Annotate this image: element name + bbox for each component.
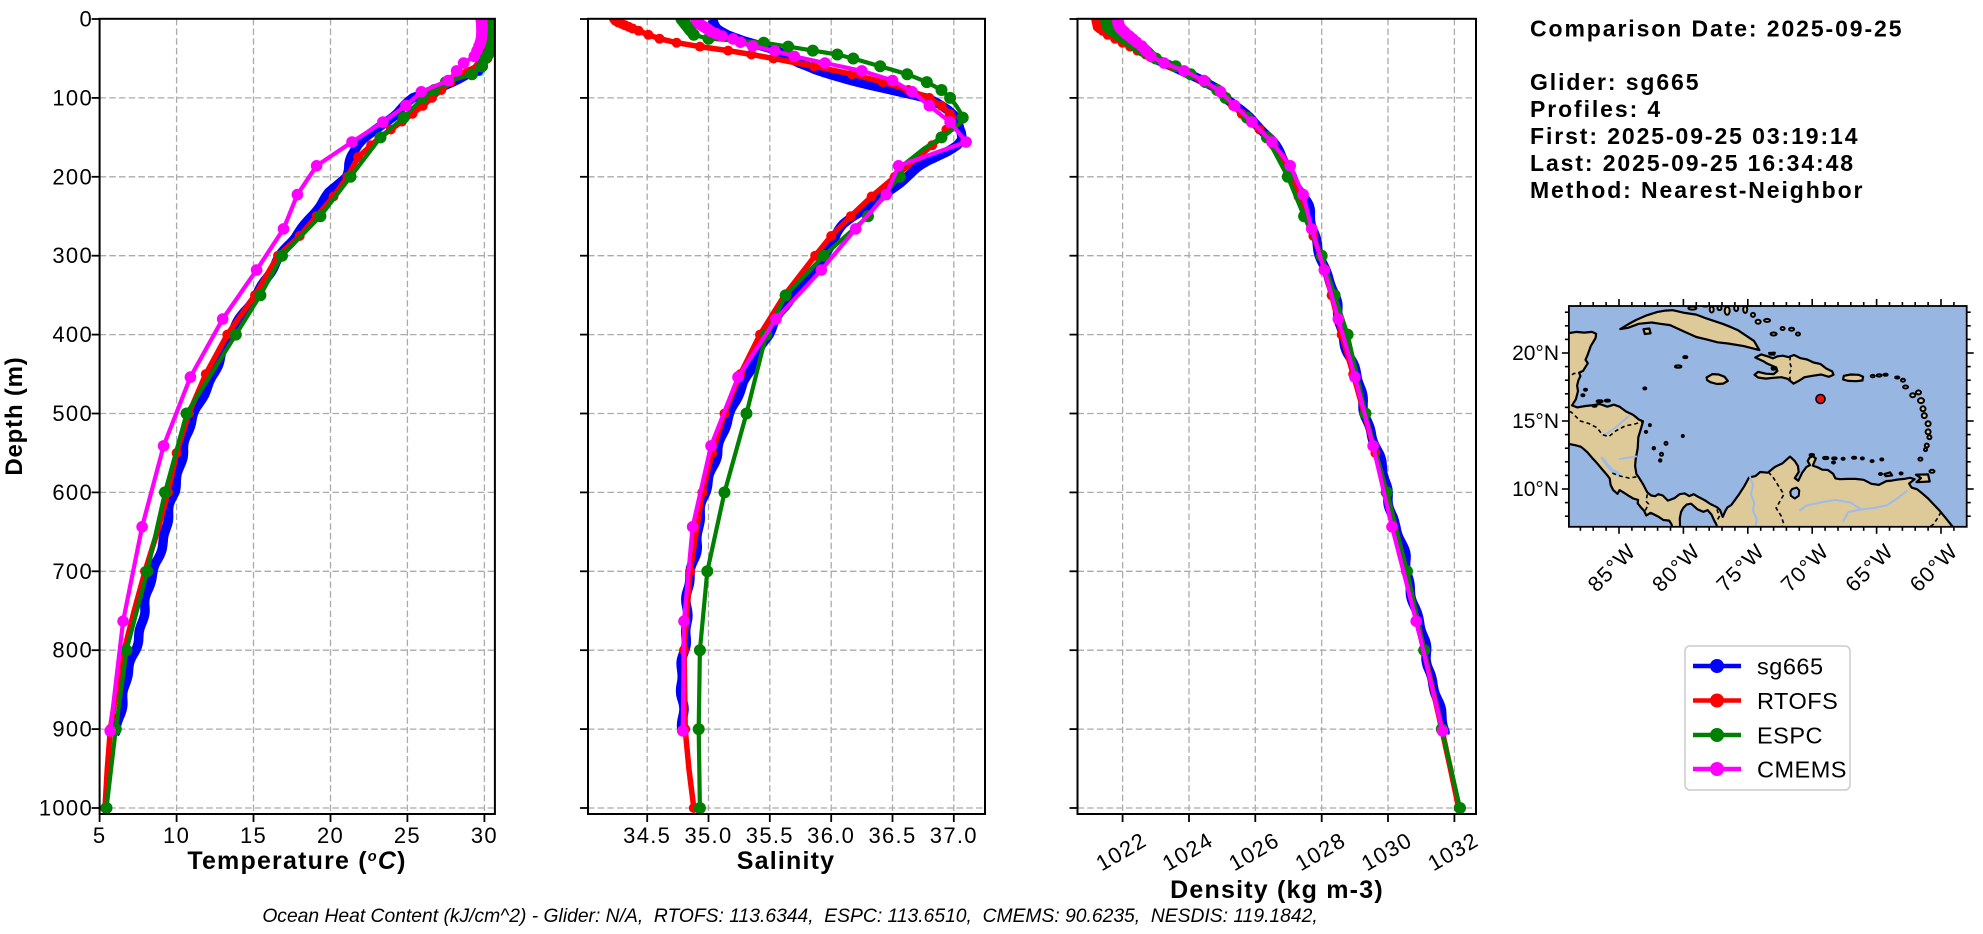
svg-text:35.0: 35.0	[684, 823, 732, 848]
svg-text:0: 0	[79, 7, 93, 32]
svg-text:Comparison Date: 2025-09-25: Comparison Date: 2025-09-25	[1530, 16, 1903, 42]
svg-text:600: 600	[52, 480, 93, 505]
svg-text:700: 700	[52, 559, 93, 584]
svg-text:sg665: sg665	[1757, 654, 1824, 680]
svg-text:25: 25	[394, 823, 421, 848]
svg-text:10°N: 10°N	[1512, 478, 1559, 501]
svg-text:Profiles: 4: Profiles: 4	[1530, 96, 1662, 122]
svg-text:20: 20	[317, 823, 344, 848]
svg-text:Depth (m): Depth (m)	[1, 356, 28, 475]
svg-text:15°N: 15°N	[1512, 410, 1559, 433]
svg-text:Density (kg m-3): Density (kg m-3)	[1170, 876, 1384, 904]
svg-text:RTOFS: RTOFS	[1757, 688, 1838, 714]
svg-text:20°N: 20°N	[1512, 342, 1559, 365]
svg-text:10: 10	[163, 823, 190, 848]
svg-text:35.5: 35.5	[746, 823, 794, 848]
svg-text:CMEMS: CMEMS	[1757, 757, 1847, 783]
svg-text:Glider: sg665: Glider: sg665	[1530, 69, 1700, 95]
svg-text:30: 30	[471, 823, 498, 848]
svg-text:200: 200	[52, 164, 93, 189]
svg-text:100: 100	[52, 85, 93, 110]
svg-text:300: 300	[52, 243, 93, 268]
svg-text:800: 800	[52, 638, 93, 663]
svg-text:Method: Nearest-Neighbor: Method: Nearest-Neighbor	[1530, 177, 1864, 203]
svg-text:Ocean Heat Content (kJ/cm^2) -: Ocean Heat Content (kJ/cm^2) - Glider: N…	[262, 906, 1317, 927]
svg-text:ESPC: ESPC	[1757, 723, 1823, 749]
svg-text:Salinity: Salinity	[737, 847, 836, 875]
svg-text:37.0: 37.0	[930, 823, 978, 848]
svg-text:First: 2025-09-25 03:19:14: First: 2025-09-25 03:19:14	[1530, 123, 1859, 149]
svg-text:34.5: 34.5	[623, 823, 671, 848]
svg-text:400: 400	[52, 322, 93, 347]
svg-text:Last: 2025-09-25 16:34:48: Last: 2025-09-25 16:34:48	[1530, 150, 1855, 176]
svg-text:1000: 1000	[39, 796, 93, 821]
svg-text:15: 15	[240, 823, 267, 848]
svg-text:5: 5	[93, 823, 107, 848]
svg-text:900: 900	[52, 717, 93, 742]
svg-text:36.5: 36.5	[868, 823, 916, 848]
svg-text:500: 500	[52, 401, 93, 426]
svg-text:36.0: 36.0	[807, 823, 855, 848]
